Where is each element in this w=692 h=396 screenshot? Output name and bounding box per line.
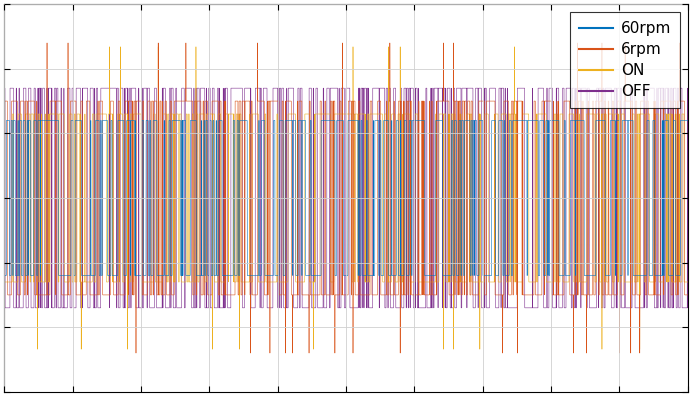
60rpm [0, 273, 8, 278]
OFF [0, 86, 8, 91]
Line: 60rpm: 60rpm [4, 120, 688, 276]
ON [648, 280, 656, 284]
OFF [648, 86, 656, 91]
OFF [28, 305, 37, 310]
6rpm [684, 293, 692, 297]
60rpm [134, 273, 143, 278]
60rpm [28, 273, 37, 278]
6rpm [28, 99, 37, 103]
6rpm [1, 351, 9, 356]
6rpm [0, 99, 8, 103]
Line: OFF: OFF [4, 88, 688, 308]
ON [334, 112, 343, 116]
ON [684, 280, 692, 284]
ON [105, 44, 113, 49]
OFF [3, 305, 12, 310]
6rpm [334, 293, 343, 297]
ON [33, 347, 42, 352]
OFF [334, 305, 343, 310]
6rpm [3, 99, 12, 103]
Legend: 60rpm, 6rpm, ON, OFF: 60rpm, 6rpm, ON, OFF [570, 12, 680, 109]
ON [134, 112, 143, 116]
60rpm [3, 118, 12, 123]
OFF [134, 305, 143, 310]
60rpm [648, 273, 656, 278]
60rpm [2, 118, 10, 123]
6rpm [41, 293, 49, 297]
ON [0, 280, 8, 284]
OFF [0, 305, 8, 310]
60rpm [41, 118, 49, 123]
ON [3, 280, 11, 284]
6rpm [134, 99, 143, 103]
Line: 6rpm: 6rpm [4, 43, 688, 353]
Line: ON: ON [4, 47, 688, 349]
6rpm [43, 40, 51, 45]
ON [41, 112, 49, 116]
ON [28, 112, 37, 116]
60rpm [684, 118, 692, 123]
60rpm [334, 118, 343, 123]
6rpm [648, 293, 656, 297]
OFF [684, 305, 692, 310]
OFF [41, 305, 49, 310]
